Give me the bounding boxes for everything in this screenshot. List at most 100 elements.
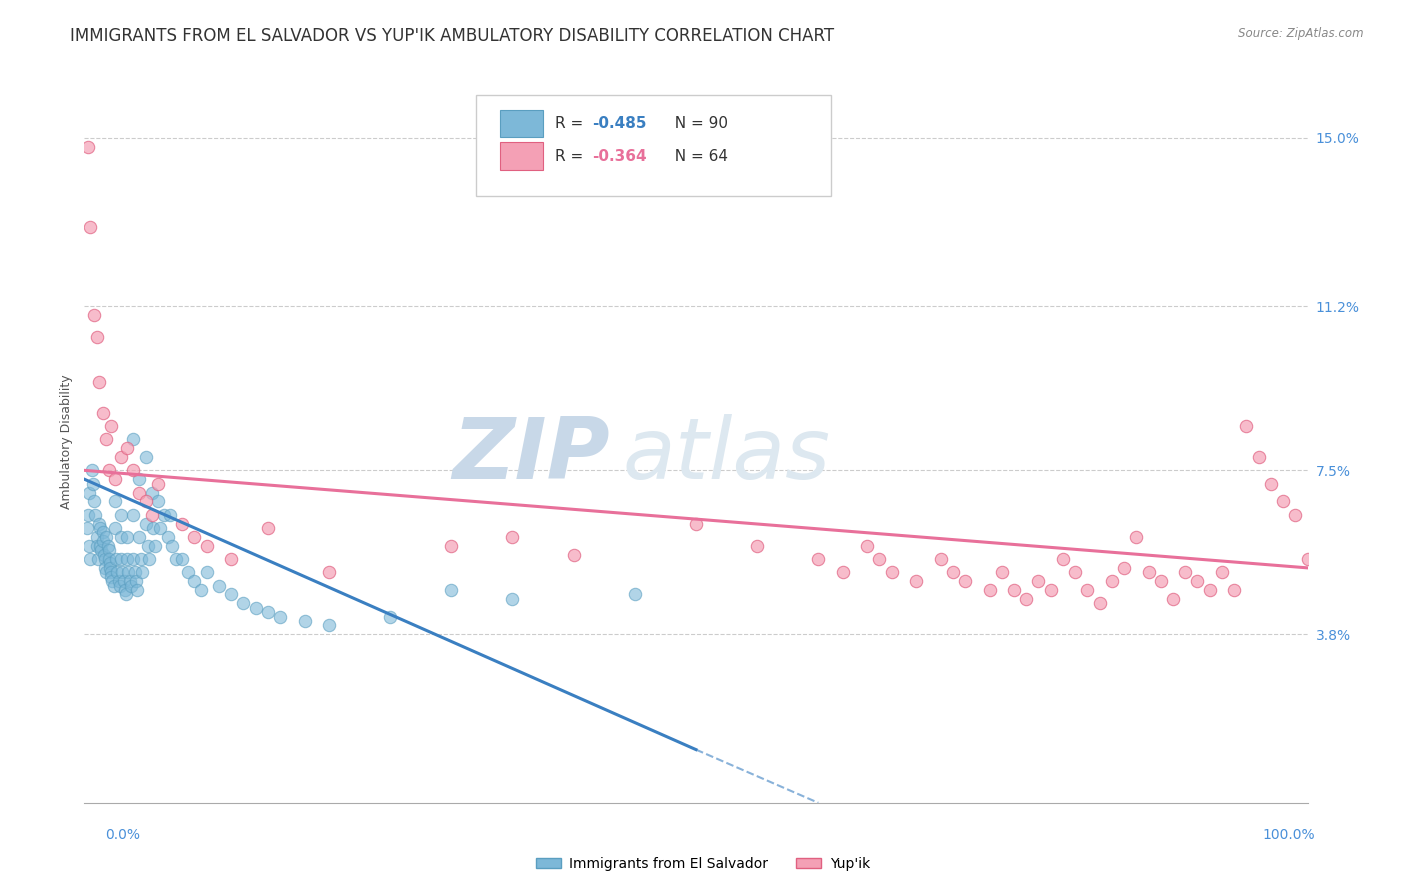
Point [122,463,145,477]
Point [1015,591,1038,606]
Point [162,539,184,553]
Point [502,591,524,606]
Point [104,521,127,535]
Point [107,574,129,589]
Y-axis label: Ambulatory Disability: Ambulatory Disability [60,375,73,508]
Point [125,582,148,597]
Point [1150,574,1173,589]
Point [115,441,138,455]
Point [953,574,976,589]
Point [979,582,1001,597]
Point [195,566,218,580]
Point [112,574,135,589]
Point [856,539,879,553]
Text: R =: R = [555,149,589,163]
Point [562,548,585,562]
Point [146,476,169,491]
Text: IMMIGRANTS FROM EL SALVADOR VS YUP'IK AMBULATORY DISABILITY CORRELATION CHART: IMMIGRANTS FROM EL SALVADOR VS YUP'IK AM… [70,27,834,45]
Point [136,539,159,553]
Point [122,552,145,566]
Point [141,485,163,500]
Point [1137,566,1160,580]
Point [318,618,340,632]
Point [103,579,125,593]
Point [131,566,153,580]
Point [97,543,120,558]
Point [195,539,218,553]
Point [84,508,107,522]
Point [1076,582,1098,597]
Point [245,600,267,615]
Text: 100.0%: 100.0% [1263,828,1315,842]
Text: N = 90: N = 90 [665,116,728,131]
Point [135,494,157,508]
Point [208,579,231,593]
Point [1247,450,1270,464]
Point [114,582,136,597]
Text: atlas: atlas [623,415,831,498]
Point [141,508,163,522]
Point [83,494,105,508]
Point [120,579,142,593]
Point [380,609,402,624]
Point [1114,561,1136,575]
Point [1161,591,1184,606]
Text: -0.364: -0.364 [592,149,647,163]
Point [318,566,340,580]
Point [502,530,524,544]
Text: ZIP: ZIP [453,415,610,498]
Point [1002,582,1025,597]
Point [232,596,254,610]
Point [807,552,830,566]
Point [98,561,121,575]
Point [1284,508,1306,522]
Point [624,587,647,601]
Point [128,485,150,500]
Point [110,508,132,522]
Point [97,463,120,477]
Point [183,574,205,589]
Point [87,375,110,389]
Point [124,566,146,580]
Point [100,566,122,580]
Point [1211,566,1233,580]
Point [440,539,463,553]
Point [104,494,127,508]
Point [269,609,291,624]
Point [76,521,98,535]
Point [153,508,176,522]
Point [108,579,131,593]
Point [1223,582,1246,597]
Point [294,614,316,628]
Text: R =: R = [555,116,589,131]
Point [149,521,172,535]
Point [96,530,118,544]
Point [1296,552,1319,566]
Point [96,566,118,580]
Point [128,530,150,544]
Point [1052,552,1074,566]
Point [115,587,138,601]
Point [86,330,108,344]
Point [219,552,242,566]
Point [880,566,903,580]
Point [1187,574,1209,589]
Point [86,539,108,553]
Text: Source: ZipAtlas.com: Source: ZipAtlas.com [1239,27,1364,40]
Point [172,552,194,566]
Point [117,566,139,580]
Point [94,552,117,566]
Point [190,582,212,597]
Point [685,516,707,531]
Point [125,574,148,589]
Point [87,516,110,531]
Point [440,582,463,597]
Point [831,566,853,580]
Text: 0.0%: 0.0% [105,828,141,842]
Legend: Immigrants from El Salvador, Yup'ik: Immigrants from El Salvador, Yup'ik [530,851,876,876]
Point [156,530,179,544]
Point [1174,566,1197,580]
Point [82,476,104,491]
Text: -0.485: -0.485 [592,116,647,131]
Point [257,521,280,535]
